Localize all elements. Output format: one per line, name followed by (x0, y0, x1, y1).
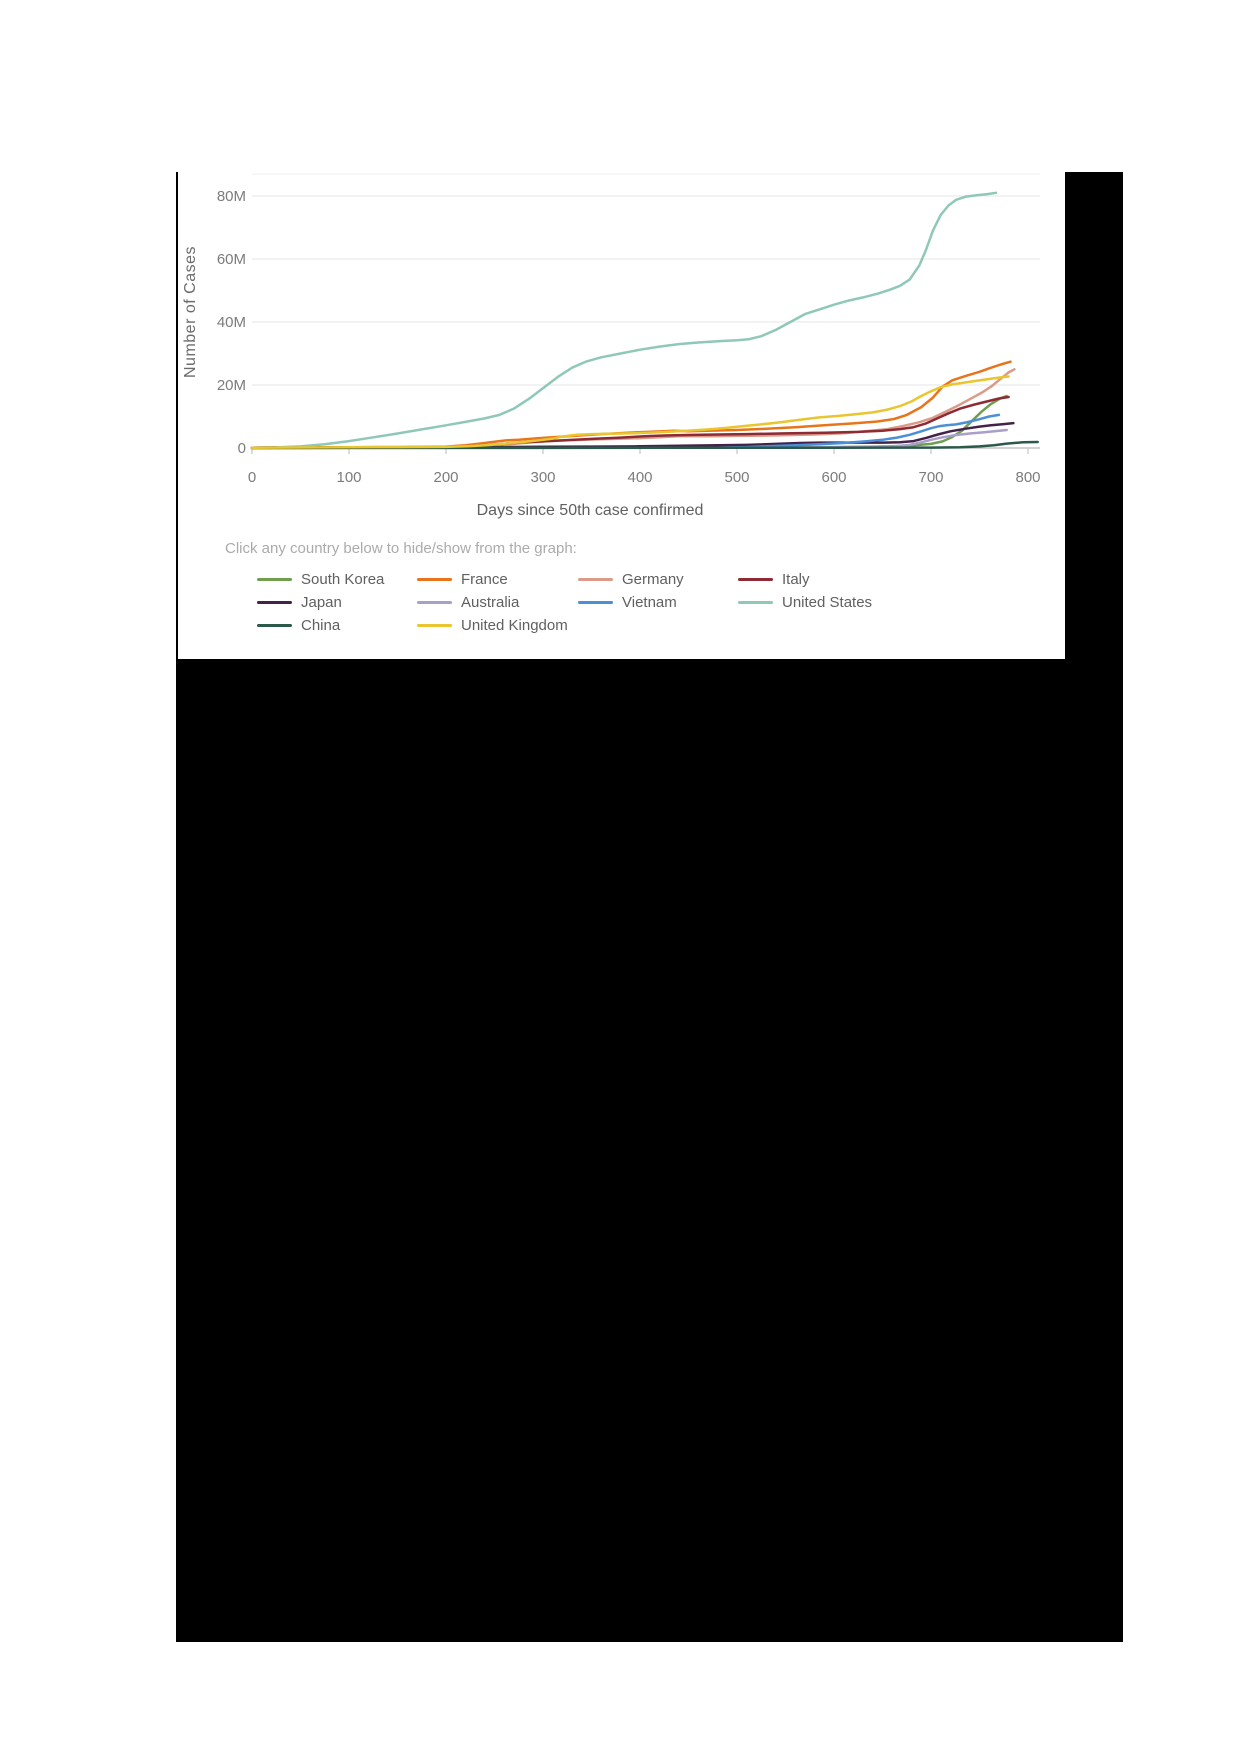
legend-item-united-kingdom[interactable]: United Kingdom (417, 616, 578, 634)
legend-label: Germany (622, 570, 684, 588)
legend-item-germany[interactable]: Germany (578, 570, 738, 588)
plot-area[interactable]: 0 20M 40M 60M 80M 0 100 200 300 400 500 600 700 800 (178, 172, 1065, 659)
series-line-south-korea (250, 394, 1008, 450)
x-axis-title: Days since 50th case confirmed (476, 502, 704, 519)
legend-item-south-korea[interactable]: South Korea (257, 570, 417, 588)
legend: South Korea France Germany Italy Japan Austra… (257, 570, 958, 634)
x-tick-label: 600 (821, 469, 846, 486)
y-tick-label: 60M (217, 251, 246, 268)
legend-label: Japan (301, 593, 342, 611)
x-tick-label: 700 (918, 469, 943, 486)
legend-swatch-icon (417, 623, 452, 627)
y-tick-label: 0 (238, 440, 246, 457)
series-line-france (250, 360, 1012, 450)
legend-swatch-icon (738, 577, 773, 581)
legend-label: Italy (782, 570, 810, 588)
y-tick-label: 40M (217, 314, 246, 331)
legend-item-france[interactable]: France (417, 570, 578, 588)
legend-swatch-icon (257, 577, 292, 581)
series-line-italy (250, 395, 1010, 449)
legend-item-italy[interactable]: Italy (738, 570, 958, 588)
legend-label: United States (782, 593, 873, 611)
legend-swatch-icon (578, 577, 613, 581)
x-tick-label: 800 (1015, 469, 1040, 486)
x-tick-label: 200 (433, 469, 458, 486)
legend-note: Click any country below to hide/show fro… (225, 540, 577, 557)
legend-label: France (461, 570, 508, 588)
y-axis-title: Number of Cases (182, 246, 199, 378)
series-line-united-kingdom (250, 375, 1010, 450)
legend-swatch-icon (417, 600, 452, 604)
x-tick-label: 500 (724, 469, 749, 486)
legend-item-australia[interactable]: Australia (417, 593, 578, 611)
legend-swatch-icon (417, 577, 452, 581)
legend-swatch-icon (257, 600, 292, 604)
series-line-united-states (250, 191, 998, 450)
legend-label: South Korea (301, 570, 385, 588)
chart-panel: 0 20M 40M 60M 80M 0 100 200 300 400 500 600 700 800 N… (178, 172, 1065, 659)
legend-item-china[interactable]: China (257, 616, 417, 634)
legend-swatch-icon (257, 623, 292, 627)
legend-swatch-icon (738, 600, 773, 604)
x-tick-label: 400 (627, 469, 652, 486)
legend-item-vietnam[interactable]: Vietnam (578, 593, 738, 611)
legend-label: Australia (461, 593, 520, 611)
x-tick-label: 0 (248, 469, 256, 486)
legend-label: United Kingdom (461, 616, 568, 634)
x-tick-label: 300 (530, 469, 555, 486)
y-tick-label: 80M (217, 188, 246, 205)
x-tick-label: 100 (336, 469, 361, 486)
legend-swatch-icon (578, 600, 613, 604)
legend-item-united-states[interactable]: United States (738, 593, 958, 611)
legend-label: Vietnam (622, 593, 677, 611)
legend-item-japan[interactable]: Japan (257, 593, 417, 611)
y-tick-label: 20M (217, 377, 246, 394)
legend-label: China (301, 616, 341, 634)
